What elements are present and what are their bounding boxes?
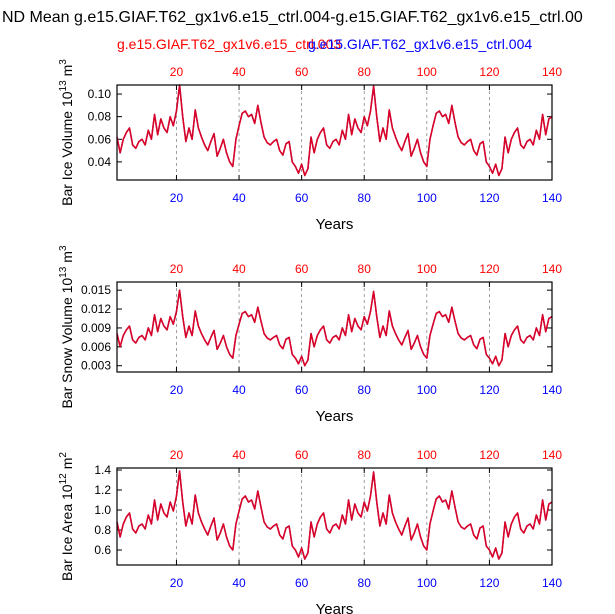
x-tick-label: 100 [417,191,437,205]
y-axis-title-text: Bar Ice Volume 10 [59,91,75,206]
y-axis-title-exp: 13 [58,80,69,92]
x-tick-label-top: 60 [295,262,309,276]
x-tick-label: 140 [542,383,562,397]
x-tick-label-top: 140 [542,448,562,462]
y-axis-title-unit: m [59,251,75,263]
y-tick-label: 0.009 [81,321,111,335]
x-tick-label: 60 [295,191,309,205]
x-tick-label-top: 80 [358,65,372,79]
x-tick-label-top: 140 [542,262,562,276]
x-tick-label-top: 40 [232,448,246,462]
y-axis-title-text: Bar Snow Volume 10 [59,278,75,409]
y-tick-label: 0.8 [94,523,111,537]
x-tick-label: 40 [232,191,246,205]
x-tick-label: 80 [358,576,372,590]
y-axis-title-exp: 13 [58,266,69,278]
x-axis-title: Years [316,408,354,425]
x-tick-label-top: 120 [479,448,499,462]
x-tick-label-top: 80 [358,262,372,276]
y-tick-label: 1.0 [94,503,111,517]
data-line [116,84,553,177]
x-tick-label: 60 [295,383,309,397]
x-tick-label-top: 120 [479,262,499,276]
y-axis-title-text: Bar Ice Area 10 [59,484,75,581]
x-tick-label-top: 120 [479,65,499,79]
x-tick-label: 140 [542,191,562,205]
x-tick-label: 120 [479,383,499,397]
y-tick-label: 0.003 [81,359,111,373]
y-tick-label: 0.08 [88,110,112,124]
plot-frame [116,84,553,181]
x-tick-label: 80 [358,383,372,397]
y-axis-title-exp: 12 [58,473,69,485]
x-tick-label: 120 [479,191,499,205]
page-title: ND Mean g.e15.GIAF.T62_gx1v6.e15_ctrl.00… [2,9,583,26]
y-tick-label: 0.6 [94,543,111,557]
x-tick-label-top: 20 [170,262,184,276]
x-tick-label-top: 20 [170,65,184,79]
x-tick-label: 100 [417,576,437,590]
x-tick-label: 60 [295,576,309,590]
x-tick-label-top: 60 [295,65,309,79]
x-tick-label: 20 [170,383,184,397]
x-tick-label-top: 60 [295,448,309,462]
y-axis-title-unit-exp: 3 [58,59,69,65]
x-tick-label-top: 100 [417,65,437,79]
x-tick-label: 100 [417,383,437,397]
y-axis-title-unit-exp: 3 [58,245,69,251]
x-tick-label: 20 [170,191,184,205]
y-axis-title: Bar Snow Volume 1013 m3 [58,245,75,409]
y-axis-title-unit-exp: 2 [58,452,69,458]
y-tick-label: 0.04 [88,155,112,169]
x-tick-label-top: 140 [542,65,562,79]
x-tick-label-top: 100 [417,262,437,276]
plot-frame [116,467,553,566]
y-tick-label: 0.06 [88,132,112,146]
y-tick-label: 0.012 [81,302,111,316]
x-tick-label-top: 20 [170,448,184,462]
y-axis-title: Bar Ice Area 1012 m2 [58,452,75,581]
data-line [116,470,553,560]
x-axis-title: Years [316,216,354,233]
x-tick-label: 40 [232,576,246,590]
x-tick-label: 20 [170,576,184,590]
y-tick-label: 1.4 [94,463,111,477]
x-tick-label: 120 [479,576,499,590]
y-tick-label: 1.2 [94,483,111,497]
x-tick-label-top: 40 [232,262,246,276]
y-tick-label: 0.006 [81,340,111,354]
y-axis-title-unit: m [59,458,75,470]
x-tick-label-top: 80 [358,448,372,462]
x-tick-label-top: 100 [417,448,437,462]
data-line [116,289,553,367]
plot-frame [116,281,553,373]
legend-entry: g.e15.GIAF.T62_gx1v6.e15_ctrl.003 [117,36,341,52]
y-axis-title: Bar Ice Volume 1013 m3 [58,59,75,206]
x-tick-label: 140 [542,576,562,590]
x-axis-title: Years [316,601,354,614]
x-tick-label: 80 [358,191,372,205]
y-tick-label: 0.10 [88,87,112,101]
y-axis-title-unit: m [59,65,75,77]
x-tick-label: 40 [232,383,246,397]
y-tick-label: 0.015 [81,283,111,297]
legend-entry: g.e15.GIAF.T62_gx1v6.e15_ctrl.004 [308,36,532,52]
x-tick-label-top: 40 [232,65,246,79]
